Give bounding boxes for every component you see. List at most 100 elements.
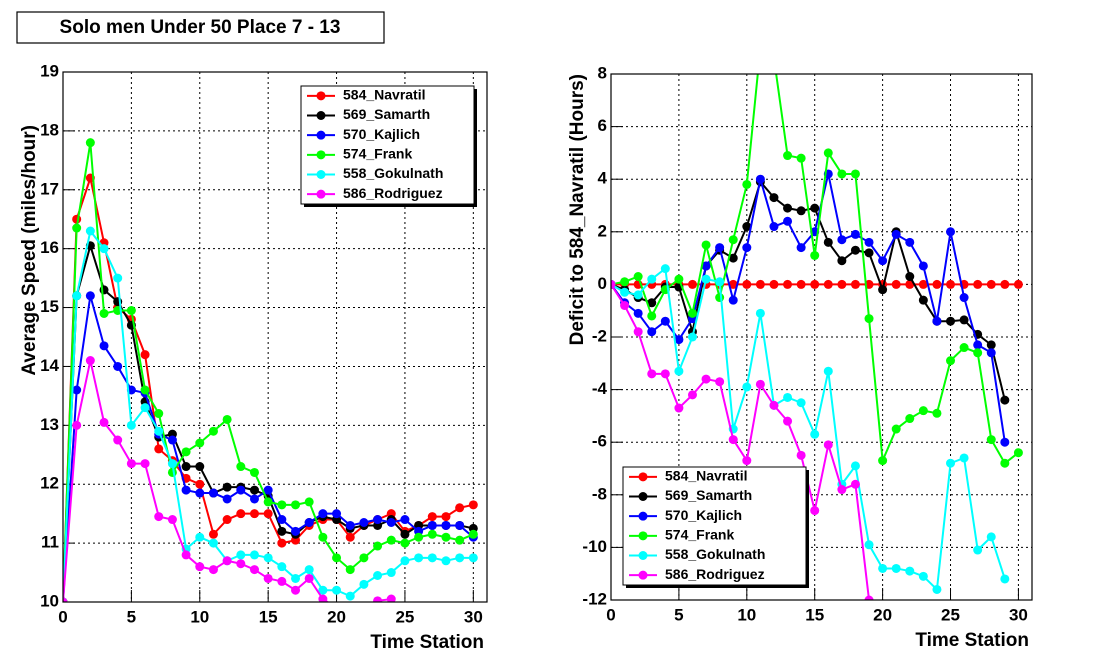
marker	[701, 240, 711, 250]
legend-marker	[316, 170, 326, 179]
marker	[959, 453, 969, 463]
marker	[850, 169, 860, 179]
marker	[864, 540, 874, 550]
marker	[647, 274, 657, 284]
y-tick-label: 17	[40, 179, 59, 198]
legend-label: 558_Gokulnath	[665, 546, 765, 562]
legend-marker	[638, 531, 648, 541]
y-tick-label: -8	[592, 484, 607, 503]
x-tick-label: 10	[737, 605, 756, 624]
marker	[345, 591, 355, 601]
marker	[441, 512, 451, 522]
marker	[236, 550, 246, 560]
marker	[208, 488, 218, 498]
marker	[701, 274, 711, 284]
marker	[304, 573, 314, 583]
marker	[140, 350, 150, 360]
marker	[345, 520, 355, 530]
marker	[973, 348, 983, 358]
marker	[796, 243, 806, 253]
marker	[373, 571, 383, 580]
marker	[742, 382, 752, 392]
marker	[400, 556, 410, 566]
marker	[72, 223, 82, 233]
marker	[208, 426, 218, 436]
marker	[291, 573, 301, 583]
marker	[878, 456, 888, 466]
marker	[154, 426, 164, 436]
marker	[346, 606, 355, 615]
marker	[837, 235, 847, 245]
marker	[864, 248, 874, 258]
marker	[810, 250, 820, 260]
marker	[932, 408, 942, 418]
x-tick-label: 5	[674, 605, 683, 624]
marker	[222, 482, 232, 492]
marker	[140, 385, 150, 395]
marker	[1000, 437, 1010, 447]
legend-marker	[638, 570, 648, 580]
marker	[647, 369, 657, 379]
marker	[277, 576, 287, 586]
marker	[277, 526, 287, 536]
marker	[181, 485, 191, 495]
x-axis-label: Time Station	[915, 630, 1029, 651]
marker	[113, 435, 123, 445]
marker	[263, 573, 273, 583]
marker	[154, 512, 164, 522]
title: Solo men Under 50 Place 7 - 13	[60, 17, 341, 38]
marker	[769, 222, 779, 232]
marker	[755, 174, 765, 184]
marker	[304, 565, 314, 575]
marker	[715, 243, 725, 253]
marker	[932, 316, 942, 326]
marker	[332, 509, 342, 519]
x-tick-label: 25	[941, 605, 960, 624]
marker	[837, 485, 847, 495]
marker	[427, 520, 437, 530]
marker	[850, 279, 860, 289]
y-tick-label: 12	[40, 474, 59, 493]
marker	[291, 585, 301, 595]
x-tick-label: 15	[259, 607, 278, 626]
marker	[85, 138, 95, 148]
marker	[728, 279, 738, 289]
marker	[946, 356, 956, 366]
x-tick-label: 5	[127, 607, 136, 626]
marker	[837, 169, 847, 179]
y-tick-label: 0	[598, 274, 607, 293]
marker	[905, 566, 915, 576]
legend-marker	[316, 189, 326, 199]
marker	[973, 279, 983, 289]
marker	[441, 520, 451, 530]
marker	[796, 206, 806, 216]
marker	[742, 179, 752, 189]
marker	[742, 243, 752, 253]
marker	[304, 518, 314, 527]
marker	[864, 237, 874, 247]
marker	[918, 279, 928, 289]
marker	[783, 416, 793, 426]
marker	[236, 462, 246, 472]
marker	[1000, 279, 1010, 289]
marker	[249, 494, 259, 504]
x-tick-label: 30	[1009, 605, 1028, 624]
marker	[373, 541, 383, 551]
marker	[891, 424, 901, 434]
marker	[345, 565, 355, 575]
legend-marker	[638, 551, 648, 560]
legend-label: 570_Kajlich	[343, 126, 420, 142]
x-tick-label: 0	[606, 605, 615, 624]
marker	[400, 538, 410, 548]
marker	[823, 148, 833, 158]
marker	[277, 538, 287, 548]
marker	[769, 279, 779, 289]
marker	[167, 515, 177, 525]
marker	[113, 361, 123, 371]
marker	[620, 300, 630, 310]
marker	[291, 500, 301, 510]
frame-border	[610, 73, 1033, 601]
marker	[373, 515, 383, 525]
marker	[222, 494, 232, 504]
marker	[113, 273, 123, 283]
